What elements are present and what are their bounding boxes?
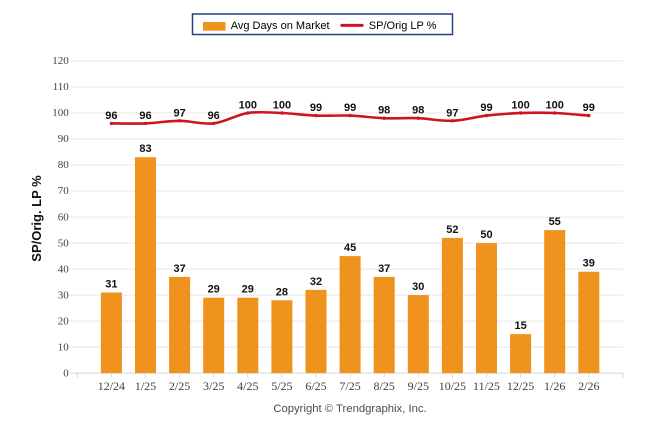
svg-text:100: 100 bbox=[546, 100, 564, 112]
svg-text:2/25: 2/25 bbox=[169, 379, 190, 393]
svg-text:10/25: 10/25 bbox=[439, 379, 466, 393]
svg-text:99: 99 bbox=[344, 102, 356, 114]
svg-text:90: 90 bbox=[58, 133, 70, 145]
svg-text:60: 60 bbox=[58, 211, 70, 223]
svg-text:20: 20 bbox=[58, 315, 70, 327]
svg-text:37: 37 bbox=[378, 263, 390, 275]
svg-text:32: 32 bbox=[310, 276, 322, 288]
svg-text:1/26: 1/26 bbox=[544, 379, 565, 393]
svg-text:31: 31 bbox=[105, 279, 117, 291]
svg-text:99: 99 bbox=[583, 102, 595, 114]
svg-text:29: 29 bbox=[242, 284, 254, 296]
svg-text:98: 98 bbox=[378, 105, 390, 117]
svg-text:110: 110 bbox=[53, 81, 70, 93]
svg-text:SP/Orig LP %: SP/Orig LP % bbox=[369, 20, 437, 32]
svg-text:52: 52 bbox=[446, 224, 458, 236]
svg-text:30: 30 bbox=[58, 289, 70, 301]
svg-text:50: 50 bbox=[58, 237, 70, 249]
svg-text:100: 100 bbox=[52, 107, 69, 119]
svg-text:8/25: 8/25 bbox=[374, 379, 395, 393]
svg-text:9/25: 9/25 bbox=[408, 379, 429, 393]
svg-text:83: 83 bbox=[139, 143, 151, 155]
svg-text:120: 120 bbox=[52, 55, 69, 67]
svg-text:4/25: 4/25 bbox=[237, 379, 258, 393]
svg-text:1/25: 1/25 bbox=[135, 379, 156, 393]
svg-text:96: 96 bbox=[139, 110, 151, 122]
svg-text:Copyright © Trendgraphix, Inc.: Copyright © Trendgraphix, Inc. bbox=[273, 403, 426, 415]
svg-text:12/24: 12/24 bbox=[98, 379, 125, 393]
svg-text:10: 10 bbox=[58, 341, 70, 353]
svg-text:29: 29 bbox=[208, 284, 220, 296]
svg-text:30: 30 bbox=[412, 281, 424, 293]
svg-text:5/25: 5/25 bbox=[271, 379, 292, 393]
svg-text:97: 97 bbox=[173, 107, 185, 119]
svg-text:3/25: 3/25 bbox=[203, 379, 224, 393]
svg-text:11/25: 11/25 bbox=[473, 379, 500, 393]
svg-text:7/25: 7/25 bbox=[339, 379, 360, 393]
svg-text:100: 100 bbox=[273, 100, 291, 112]
svg-text:Avg Days on Market: Avg Days on Market bbox=[231, 20, 330, 32]
svg-text:SP/Orig. LP %: SP/Orig. LP % bbox=[29, 175, 44, 262]
svg-text:80: 80 bbox=[58, 159, 70, 171]
svg-text:100: 100 bbox=[511, 100, 529, 112]
svg-text:96: 96 bbox=[105, 110, 117, 122]
svg-text:99: 99 bbox=[480, 102, 492, 114]
svg-text:50: 50 bbox=[480, 229, 492, 241]
svg-text:100: 100 bbox=[239, 100, 257, 112]
svg-text:99: 99 bbox=[310, 102, 322, 114]
svg-text:97: 97 bbox=[446, 107, 458, 119]
svg-text:0: 0 bbox=[63, 367, 69, 379]
svg-text:55: 55 bbox=[549, 216, 561, 228]
svg-text:40: 40 bbox=[58, 263, 70, 275]
svg-text:39: 39 bbox=[583, 258, 595, 270]
svg-text:28: 28 bbox=[276, 286, 288, 298]
svg-text:6/25: 6/25 bbox=[305, 379, 326, 393]
svg-text:2/26: 2/26 bbox=[578, 379, 599, 393]
svg-text:37: 37 bbox=[173, 263, 185, 275]
svg-text:70: 70 bbox=[58, 185, 70, 197]
svg-text:98: 98 bbox=[412, 105, 424, 117]
svg-text:45: 45 bbox=[344, 242, 356, 254]
svg-text:15: 15 bbox=[514, 320, 526, 332]
svg-text:96: 96 bbox=[208, 110, 220, 122]
svg-text:12/25: 12/25 bbox=[507, 379, 534, 393]
